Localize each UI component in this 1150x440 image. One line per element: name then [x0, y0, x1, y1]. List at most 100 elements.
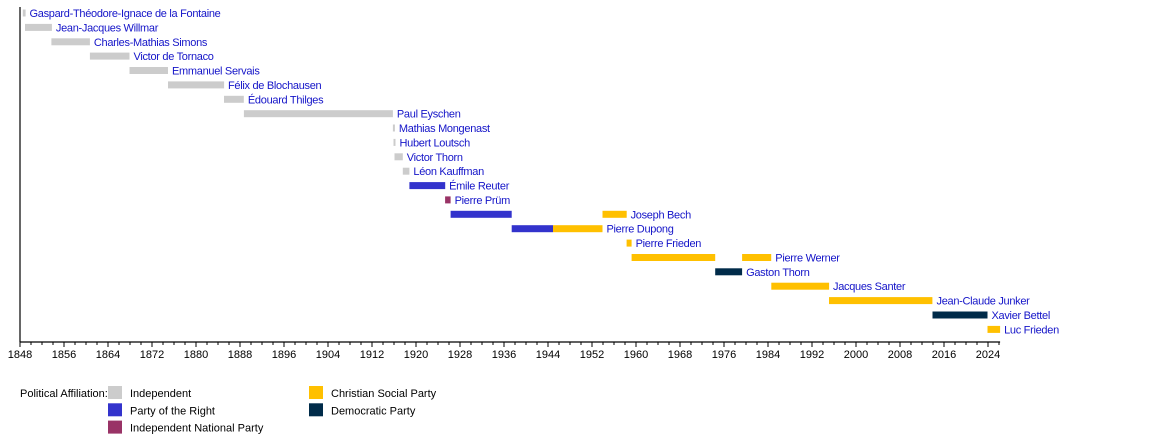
- pm-name-label[interactable]: Léon Kauffman: [413, 166, 484, 178]
- pm-name-label[interactable]: Jacques Santer: [833, 281, 906, 293]
- pm-name-label[interactable]: Paul Eyschen: [397, 109, 461, 121]
- term-bar: [243, 110, 393, 118]
- term-bar: [511, 225, 553, 233]
- pm-name-label[interactable]: Gaspard-Théodore-Ignace de la Fontaine: [30, 8, 221, 20]
- x-tick-label: 1928: [448, 349, 472, 361]
- pm-name-label[interactable]: Pierre Frieden: [636, 238, 702, 250]
- term-bar: [771, 282, 830, 290]
- pm-name-label[interactable]: Charles-Mathias Simons: [94, 37, 208, 49]
- pm-name-label[interactable]: Victor Thorn: [407, 152, 463, 164]
- timeline-row: Pierre Prüm: [445, 195, 510, 207]
- term-bar: [402, 167, 410, 175]
- x-tick-label: 1848: [8, 349, 32, 361]
- legend-label: Democratic Party: [331, 405, 416, 417]
- timeline-row: Victor de Tornaco: [89, 51, 215, 63]
- term-bar: [25, 23, 52, 31]
- x-tick-label: 1952: [580, 349, 604, 361]
- pm-name-label[interactable]: Xavier Bettel: [992, 310, 1051, 322]
- x-tick-label: 1896: [272, 349, 296, 361]
- pm-name-label[interactable]: Jean-Jacques Willmar: [56, 22, 159, 34]
- x-tick-label: 1976: [712, 349, 736, 361]
- timeline-row: Emmanuel Servais: [129, 66, 261, 78]
- pm-name-label[interactable]: Emmanuel Servais: [172, 66, 261, 78]
- legend-label: Independent National Party: [130, 423, 264, 435]
- timeline-row: Pierre Werner: [631, 253, 841, 265]
- legend-item: Democratic Party: [309, 403, 416, 417]
- timeline-row: Joseph Bech: [450, 209, 692, 221]
- term-bar: [392, 124, 395, 132]
- pm-name-label[interactable]: Édouard Thilges: [248, 93, 325, 106]
- x-tick-label: 1968: [668, 349, 692, 361]
- pm-name-label[interactable]: Pierre Prüm: [455, 195, 511, 207]
- pm-name-label[interactable]: Pierre Dupong: [607, 224, 675, 236]
- legend-item: Independent: [108, 386, 191, 400]
- legend-label: Christian Social Party: [331, 388, 437, 400]
- x-tick-label: 2024: [976, 349, 1000, 361]
- legend-swatch: [108, 403, 122, 417]
- legend-item: Christian Social Party: [309, 386, 437, 400]
- pm-name-label[interactable]: Pierre Werner: [775, 253, 840, 265]
- bars-layer: Gaspard-Théodore-Ignace de la Fontaine Je…: [22, 8, 1059, 336]
- term-bar: [409, 182, 446, 190]
- x-tick-label: 1936: [492, 349, 516, 361]
- term-bar: [932, 311, 988, 319]
- timeline-row: Édouard Thilges: [224, 93, 324, 106]
- timeline-row: Charles-Mathias Simons: [51, 37, 208, 49]
- legend-label: Independent: [130, 388, 191, 400]
- x-tick-label: 2016: [932, 349, 956, 361]
- timeline-row: Léon Kauffman: [402, 166, 484, 178]
- pm-name-label[interactable]: Jean-Claude Junker: [937, 296, 1031, 308]
- pm-name-label[interactable]: Félix de Blochausen: [228, 80, 322, 92]
- legend: Political Affiliation: Independent Party o…: [20, 386, 437, 435]
- x-tick-label: 1944: [536, 349, 560, 361]
- term-bar: [987, 325, 1001, 333]
- legend-swatch: [108, 420, 122, 434]
- timeline-row: Jean-Jacques Willmar: [25, 22, 159, 34]
- term-bar: [51, 38, 90, 46]
- pm-name-label[interactable]: Gaston Thorn: [746, 267, 810, 279]
- x-tick-label: 1880: [184, 349, 208, 361]
- x-tick-label: 1920: [404, 349, 428, 361]
- term-bar: [445, 196, 451, 204]
- term-bar: [553, 225, 603, 233]
- x-tick-label: 1992: [800, 349, 824, 361]
- x-tick-label: 1872: [140, 349, 164, 361]
- timeline-row: Luc Frieden: [987, 324, 1059, 336]
- legend-title: Political Affiliation:: [20, 388, 108, 400]
- timeline-row: Mathias Mongenast: [392, 123, 490, 135]
- term-bar: [168, 81, 225, 89]
- timeline-row: Jacques Santer: [771, 281, 906, 293]
- term-bar: [393, 138, 396, 146]
- x-tick-label: 2008: [888, 349, 912, 361]
- pm-name-label[interactable]: Mathias Mongenast: [399, 123, 490, 135]
- pm-name-label[interactable]: Joseph Bech: [631, 209, 692, 221]
- timeline-row: Félix de Blochausen: [168, 80, 322, 92]
- term-bar: [89, 52, 130, 60]
- x-tick-label: 1904: [316, 349, 340, 361]
- legend-swatch: [108, 386, 122, 399]
- pm-name-label[interactable]: Émile Reuter: [449, 180, 510, 193]
- timeline-row: Xavier Bettel: [932, 310, 1051, 322]
- x-tick-label: 1888: [228, 349, 252, 361]
- term-bar: [715, 268, 743, 276]
- x-tick-label: 1960: [624, 349, 648, 361]
- legend-item: Party of the Right: [108, 403, 215, 417]
- timeline-row: Gaspard-Théodore-Ignace de la Fontaine: [22, 8, 221, 20]
- x-tick-label: 1984: [756, 349, 780, 361]
- timeline-row: Victor Thorn: [394, 152, 463, 164]
- term-bar: [631, 254, 716, 261]
- legend-swatch: [309, 386, 323, 399]
- pm-name-label[interactable]: Victor de Tornaco: [134, 51, 215, 63]
- term-bar: [22, 9, 26, 17]
- x-tick-label: 1864: [96, 349, 120, 361]
- term-bar: [626, 239, 632, 247]
- term-bar: [129, 67, 168, 74]
- pm-name-label[interactable]: Hubert Loutsch: [400, 137, 471, 149]
- x-axis: 1848 1856 1864 1872 1880 1888 1896 1904 1912 1920…: [8, 7, 1000, 361]
- term-bar: [394, 153, 403, 161]
- timeline-row: Paul Eyschen: [243, 109, 461, 121]
- timeline-row: Jean-Claude Junker: [829, 296, 1030, 308]
- pm-name-label[interactable]: Luc Frieden: [1004, 324, 1059, 336]
- x-tick-label: 1856: [52, 349, 76, 361]
